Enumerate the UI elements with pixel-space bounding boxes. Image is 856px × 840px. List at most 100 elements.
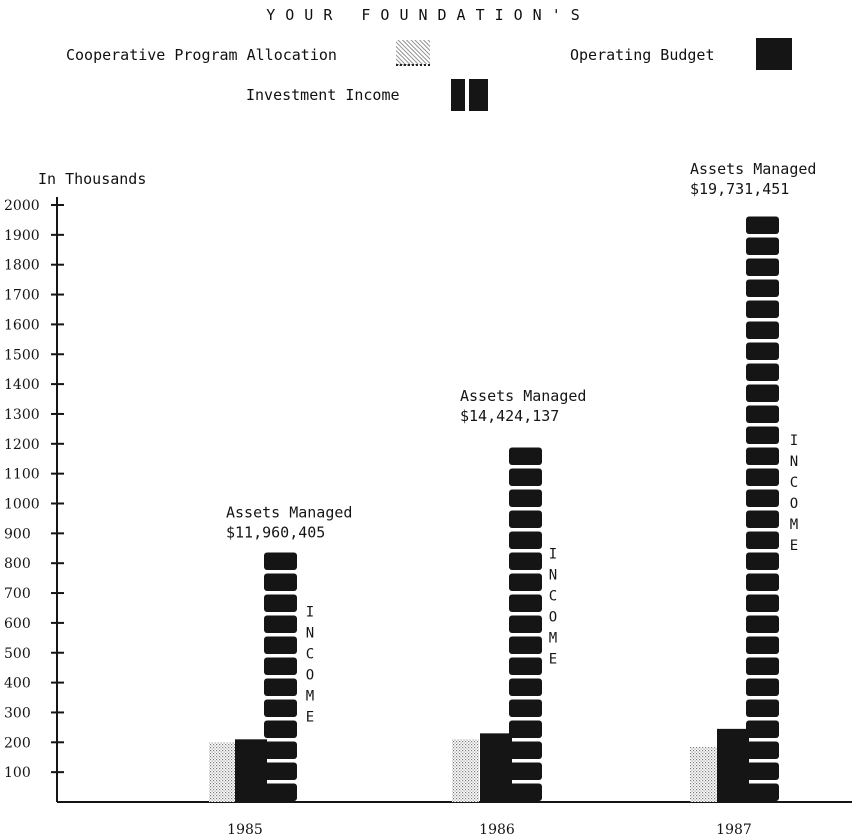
bar-investment-block-1987-21	[746, 342, 779, 360]
bar-investment-block-1987-15	[746, 468, 779, 486]
income-letter-1985-4: M	[306, 689, 314, 705]
assets-managed-value-1987: $19,731,451	[690, 180, 789, 198]
bar-investment-block-1987-22	[746, 321, 779, 339]
bar-investment-block-1986-8	[509, 615, 542, 633]
bar-investment-block-1987-16	[746, 447, 779, 465]
bar-investment-block-1985-0	[264, 783, 297, 801]
y-tick-label: 1900	[4, 228, 40, 244]
y-tick-label: 100	[4, 765, 31, 781]
bar-investment-block-1987-17	[746, 426, 779, 444]
bar-investment-block-1985-3	[264, 720, 297, 738]
bar-investment-block-1985-4	[264, 699, 297, 717]
y-tick-label: 500	[4, 646, 31, 662]
bar-investment-block-1987-13	[746, 510, 779, 528]
bar-investment-block-1986-3	[509, 720, 542, 738]
x-tick-label-1985: 1985	[227, 822, 263, 838]
chart-title: YOUR FOUNDATION'S	[266, 6, 590, 24]
y-tick-label: 1300	[4, 407, 40, 423]
bar-investment-block-1987-8	[746, 615, 779, 633]
y-tick-label: 2000	[4, 198, 40, 214]
bar-cooperative-1986	[452, 739, 479, 802]
assets-managed-label-1985: Assets Managed	[226, 503, 352, 521]
y-tick-label: 700	[4, 586, 31, 602]
income-letter-1986-2: C	[549, 588, 557, 604]
income-letter-1985-1: N	[306, 626, 314, 642]
income-letter-1987-4: M	[790, 517, 798, 533]
bar-investment-block-1985-6	[264, 657, 297, 675]
bar-investment-block-1985-7	[264, 636, 297, 654]
income-letter-1987-3: O	[790, 496, 798, 512]
x-tick-label-1987: 1987	[716, 822, 752, 838]
legend-swatch-investment-left	[451, 79, 465, 111]
bar-investment-block-1986-2	[509, 741, 542, 759]
bar-investment-block-1987-4	[746, 699, 779, 717]
y-tick-label: 1200	[4, 437, 40, 453]
legend-label-cooperative: Cooperative Program Allocation	[66, 46, 337, 64]
income-letter-1985-0: I	[306, 605, 314, 621]
bar-investment-block-1987-26	[746, 237, 779, 255]
bar-investment-block-1987-25	[746, 258, 779, 276]
income-letter-1986-3: O	[549, 609, 557, 625]
y-tick-label: 1100	[4, 467, 40, 483]
bar-investment-block-1987-14	[746, 489, 779, 507]
bar-investment-block-1987-6	[746, 657, 779, 675]
assets-managed-label-1986: Assets Managed	[460, 387, 586, 405]
y-tick-label: 1400	[4, 377, 40, 393]
legend-label-investment: Investment Income	[246, 86, 400, 104]
bar-investment-block-1986-9	[509, 594, 542, 612]
income-letter-1987-5: E	[790, 538, 798, 554]
bar-investment-block-1986-16	[509, 447, 542, 465]
income-letter-1986-5: E	[549, 651, 557, 667]
y-tick-label: 1500	[4, 347, 40, 363]
income-letter-1986-0: I	[549, 546, 557, 562]
assets-managed-label-1987: Assets Managed	[690, 160, 816, 178]
y-tick-label: 1000	[4, 497, 40, 513]
income-letter-1987-1: N	[790, 454, 798, 470]
income-letter-1985-5: E	[306, 710, 314, 726]
bar-investment-block-1987-11	[746, 552, 779, 570]
y-tick-label: 600	[4, 616, 31, 632]
bar-investment-block-1986-11	[509, 552, 542, 570]
income-letter-1986-4: M	[549, 630, 557, 646]
bar-investment-block-1986-14	[509, 489, 542, 507]
bar-investment-block-1987-20	[746, 363, 779, 381]
y-tick-label: 1600	[4, 317, 40, 333]
income-letter-1987-2: C	[790, 475, 798, 491]
bar-investment-block-1986-4	[509, 699, 542, 717]
bar-investment-block-1985-10	[264, 573, 297, 591]
bar-investment-block-1985-5	[264, 678, 297, 696]
income-letter-1987-0: I	[790, 433, 798, 449]
bar-investment-block-1986-7	[509, 636, 542, 654]
bar-investment-block-1986-0	[509, 783, 542, 801]
y-tick-label: 800	[4, 556, 31, 572]
bar-investment-block-1987-19	[746, 384, 779, 402]
y-tick-label: 900	[4, 526, 31, 542]
bar-investment-block-1986-10	[509, 573, 542, 591]
bar-operating-1987	[717, 728, 749, 802]
y-axis-label: In Thousands	[38, 170, 147, 188]
bar-investment-block-1985-1	[264, 762, 297, 780]
assets-managed-value-1985: $11,960,405	[226, 523, 325, 541]
legend-swatch-cooperative	[396, 40, 430, 66]
bar-investment-block-1987-24	[746, 279, 779, 297]
bar-investment-block-1987-7	[746, 636, 779, 654]
bar-investment-block-1987-23	[746, 300, 779, 318]
bar-cooperative-1985	[209, 742, 236, 802]
bar-investment-block-1987-5	[746, 678, 779, 696]
bar-investment-block-1987-18	[746, 405, 779, 423]
bar-operating-1986	[480, 733, 512, 802]
bar-investment-block-1987-1	[746, 762, 779, 780]
y-tick-label: 1700	[4, 288, 40, 304]
bar-investment-block-1985-2	[264, 741, 297, 759]
bar-investment-block-1986-13	[509, 510, 542, 528]
bar-cooperative-1987	[690, 746, 717, 802]
legend-swatch-operating	[756, 38, 792, 70]
bar-investment-block-1986-15	[509, 468, 542, 486]
bar-investment-block-1985-9	[264, 594, 297, 612]
income-letter-1985-2: C	[306, 647, 314, 663]
bar-investment-block-1986-6	[509, 657, 542, 675]
bar-investment-block-1987-9	[746, 594, 779, 612]
y-tick-label: 1800	[4, 258, 40, 274]
bar-investment-block-1986-5	[509, 678, 542, 696]
